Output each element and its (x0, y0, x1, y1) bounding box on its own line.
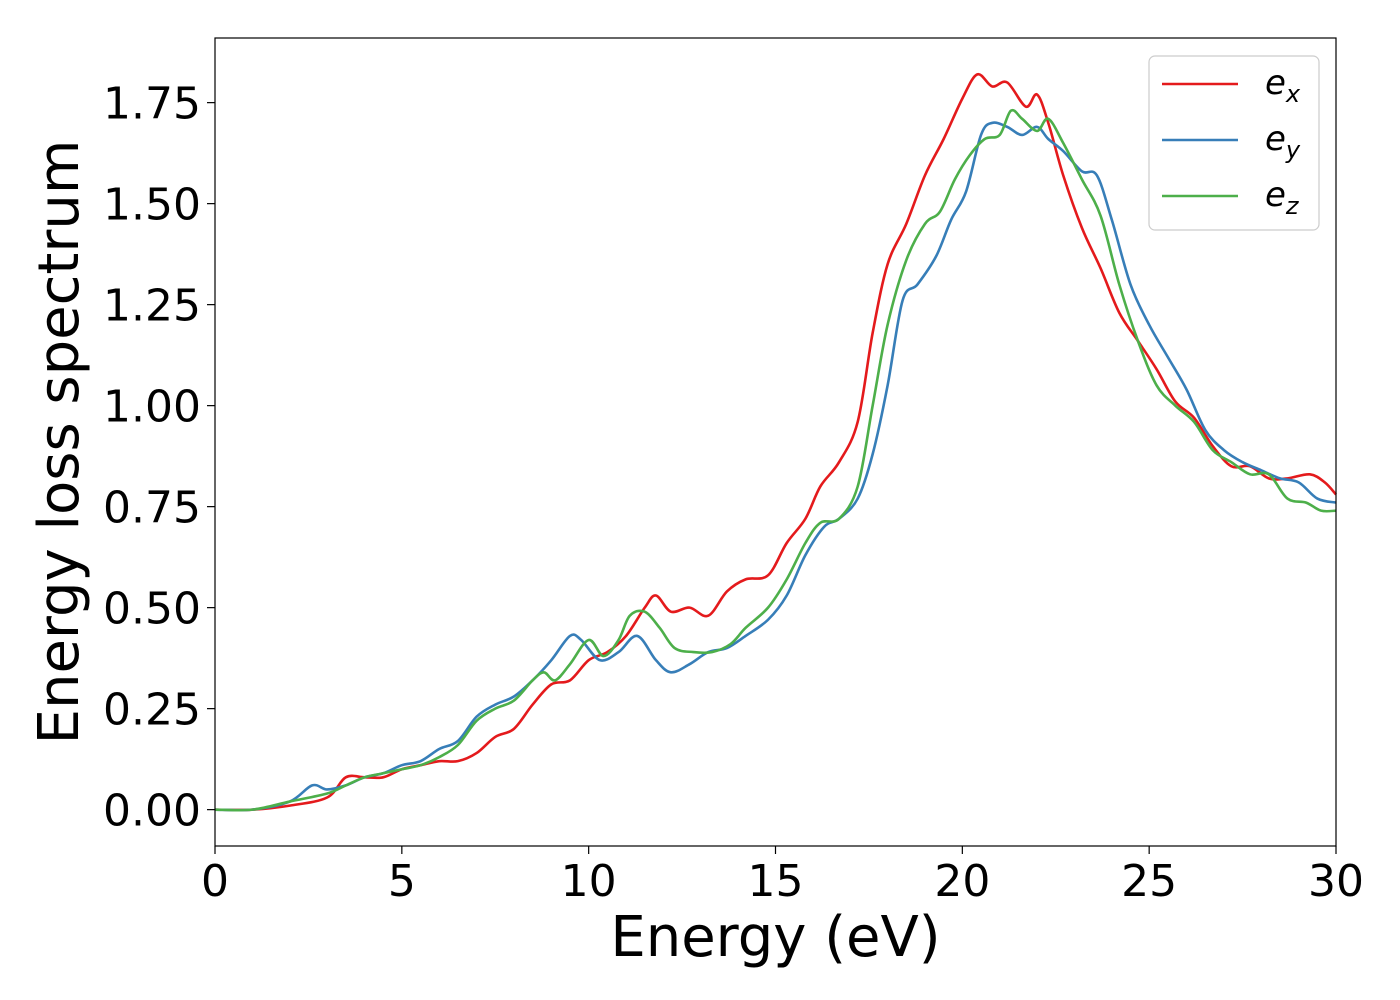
x-tick-label: 0 (201, 856, 229, 907)
y-tick-label: 0.25 (103, 685, 201, 736)
legend-box (1148, 55, 1320, 231)
x-tick-label: 10 (561, 856, 617, 907)
series-line-e-x (214, 72, 1337, 812)
series-lines (214, 72, 1337, 812)
x-tick-marks (214, 846, 1337, 854)
x-tick-label: 20 (934, 856, 990, 907)
y-tick-marks (207, 102, 215, 811)
x-tick-label: 30 (1308, 856, 1364, 907)
y-tick-label: 0.50 (103, 584, 201, 635)
y-tick-label: 0.75 (103, 483, 201, 534)
series-line-e-y (214, 121, 1337, 812)
legend-label-e-z: ez (1265, 175, 1300, 220)
legend-entries: ex ey ez (1162, 63, 1301, 220)
y-tick-labels: 0.00 0.25 0.50 0.75 1.00 1.25 1.50 1.75 (103, 79, 201, 837)
plot-frame (214, 37, 1337, 847)
y-tick-label: 1.00 (103, 382, 201, 433)
series-line-e-z (214, 108, 1337, 812)
x-axis-label: Energy (eV) (610, 905, 940, 970)
x-tick-label: 25 (1121, 856, 1177, 907)
y-tick-label: 1.75 (103, 79, 201, 130)
x-tick-label: 15 (748, 856, 804, 907)
y-tick-label: 1.25 (103, 281, 201, 332)
legend: ex ey ez (1148, 55, 1320, 231)
x-tick-label: 5 (388, 856, 416, 907)
y-tick-label: 1.50 (103, 180, 201, 231)
y-axis-label: Energy loss spectrum (27, 140, 92, 745)
legend-label-e-y: ey (1265, 119, 1301, 164)
legend-label-e-x: ex (1265, 63, 1301, 108)
y-tick-label: 0.00 (103, 786, 201, 837)
x-tick-labels: 0 5 10 15 20 25 30 (201, 856, 1364, 907)
